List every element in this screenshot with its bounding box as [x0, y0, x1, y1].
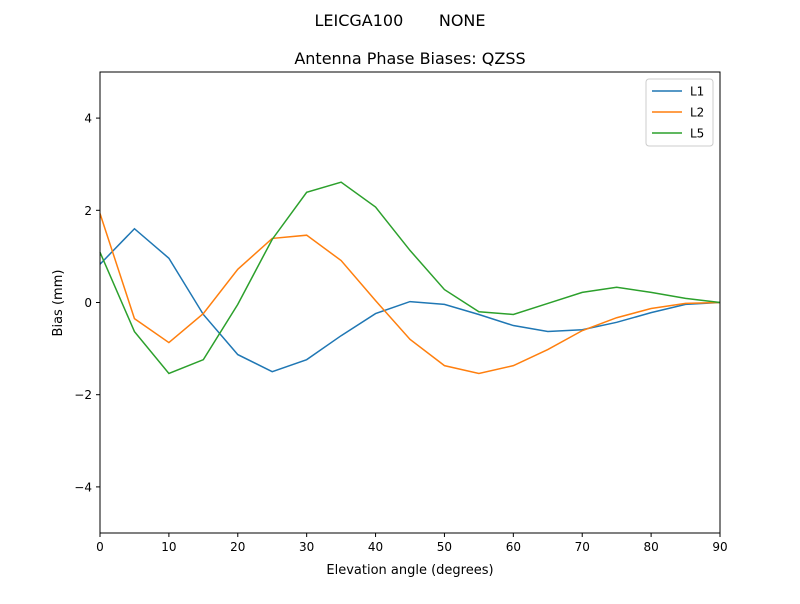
y-tick-label: 4	[84, 112, 92, 126]
x-tick-label: 50	[437, 540, 452, 554]
x-axis-label: Elevation angle (degrees)	[326, 563, 493, 578]
legend-label: L2	[690, 106, 704, 120]
y-tick-label: 2	[84, 204, 92, 218]
y-axis-label: Bias (mm)	[51, 270, 66, 337]
y-tick-label: −4	[74, 480, 92, 494]
y-tick-label: 0	[84, 296, 92, 310]
x-tick-label: 90	[712, 540, 727, 554]
series-line-l5	[99, 181, 721, 375]
x-tick-label: 40	[368, 540, 383, 554]
legend-label: L5	[690, 127, 704, 141]
legend: L1 L2 L5	[645, 78, 714, 147]
y-tick-label: −2	[74, 388, 92, 402]
x-tick-label: 20	[230, 540, 245, 554]
legend-label: L1	[690, 85, 704, 99]
x-tick-label: 10	[161, 540, 176, 554]
x-tick-label: 30	[299, 540, 314, 554]
x-tick-label: 60	[506, 540, 521, 554]
x-tick-label: 80	[643, 540, 658, 554]
x-tick-label: 70	[575, 540, 590, 554]
series-line-l2	[99, 213, 721, 375]
suptitle: LEICGA100 NONE	[314, 11, 485, 30]
plot-frame	[99, 71, 721, 534]
chart-title: Antenna Phase Biases: QZSS	[294, 49, 525, 68]
x-tick-label: 0	[96, 540, 104, 554]
